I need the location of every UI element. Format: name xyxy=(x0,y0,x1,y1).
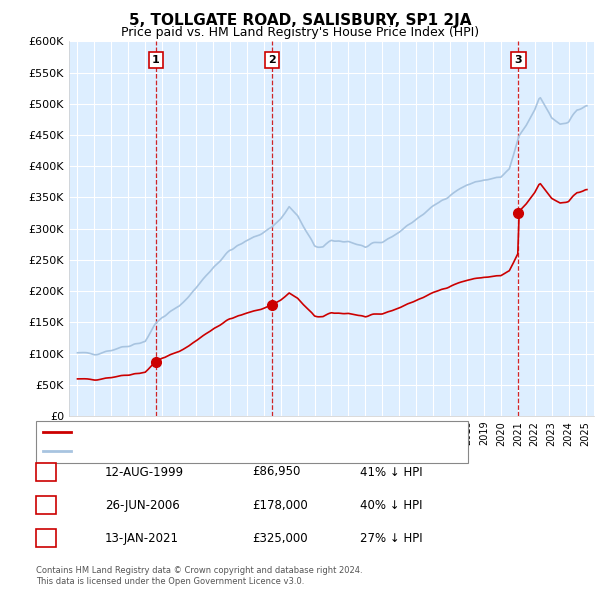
Text: Price paid vs. HM Land Registry's House Price Index (HPI): Price paid vs. HM Land Registry's House … xyxy=(121,26,479,39)
Text: 40% ↓ HPI: 40% ↓ HPI xyxy=(360,499,422,512)
Text: Contains HM Land Registry data © Crown copyright and database right 2024.: Contains HM Land Registry data © Crown c… xyxy=(36,566,362,575)
Text: 41% ↓ HPI: 41% ↓ HPI xyxy=(360,466,422,478)
Text: 1: 1 xyxy=(42,466,50,478)
Text: This data is licensed under the Open Government Licence v3.0.: This data is licensed under the Open Gov… xyxy=(36,577,304,586)
Text: 5, TOLLGATE ROAD, SALISBURY, SP1 2JA: 5, TOLLGATE ROAD, SALISBURY, SP1 2JA xyxy=(129,13,471,28)
Text: 27% ↓ HPI: 27% ↓ HPI xyxy=(360,532,422,545)
Text: 2: 2 xyxy=(42,499,50,512)
Text: 3: 3 xyxy=(42,532,50,545)
Text: £325,000: £325,000 xyxy=(252,532,308,545)
Text: £86,950: £86,950 xyxy=(252,466,301,478)
Text: 13-JAN-2021: 13-JAN-2021 xyxy=(105,532,179,545)
Text: 5, TOLLGATE ROAD, SALISBURY, SP1 2JA (detached house): 5, TOLLGATE ROAD, SALISBURY, SP1 2JA (de… xyxy=(77,428,381,437)
Text: 12-AUG-1999: 12-AUG-1999 xyxy=(105,466,184,478)
Text: 2: 2 xyxy=(268,55,276,65)
Text: 1: 1 xyxy=(152,55,160,65)
Text: £178,000: £178,000 xyxy=(252,499,308,512)
Text: 26-JUN-2006: 26-JUN-2006 xyxy=(105,499,180,512)
Text: HPI: Average price, detached house, Wiltshire: HPI: Average price, detached house, Wilt… xyxy=(77,447,316,456)
Text: 3: 3 xyxy=(515,55,522,65)
